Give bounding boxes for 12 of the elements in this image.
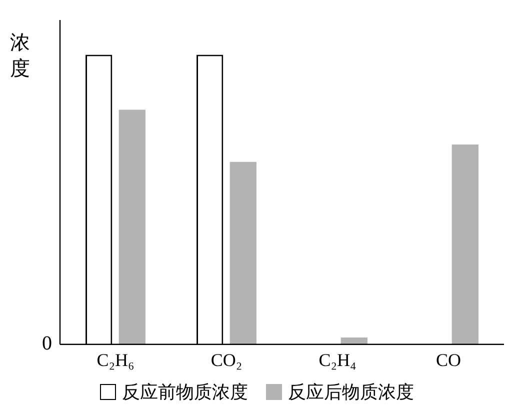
bar	[452, 144, 478, 344]
x-tick-label: C₂H₆	[96, 350, 134, 370]
x-tick-label: CO	[436, 350, 462, 370]
bar	[118, 110, 146, 344]
legend-label: 反应后物质浓度	[288, 381, 414, 404]
x-tick-label: C₂H₄	[318, 350, 356, 370]
y-axis-title: 浓度	[9, 31, 31, 82]
x-tick-label: CO₂	[210, 350, 242, 370]
bar	[340, 337, 368, 344]
text: 反应前物质浓度	[122, 381, 248, 404]
text: 0	[42, 332, 52, 355]
bar	[230, 162, 256, 344]
